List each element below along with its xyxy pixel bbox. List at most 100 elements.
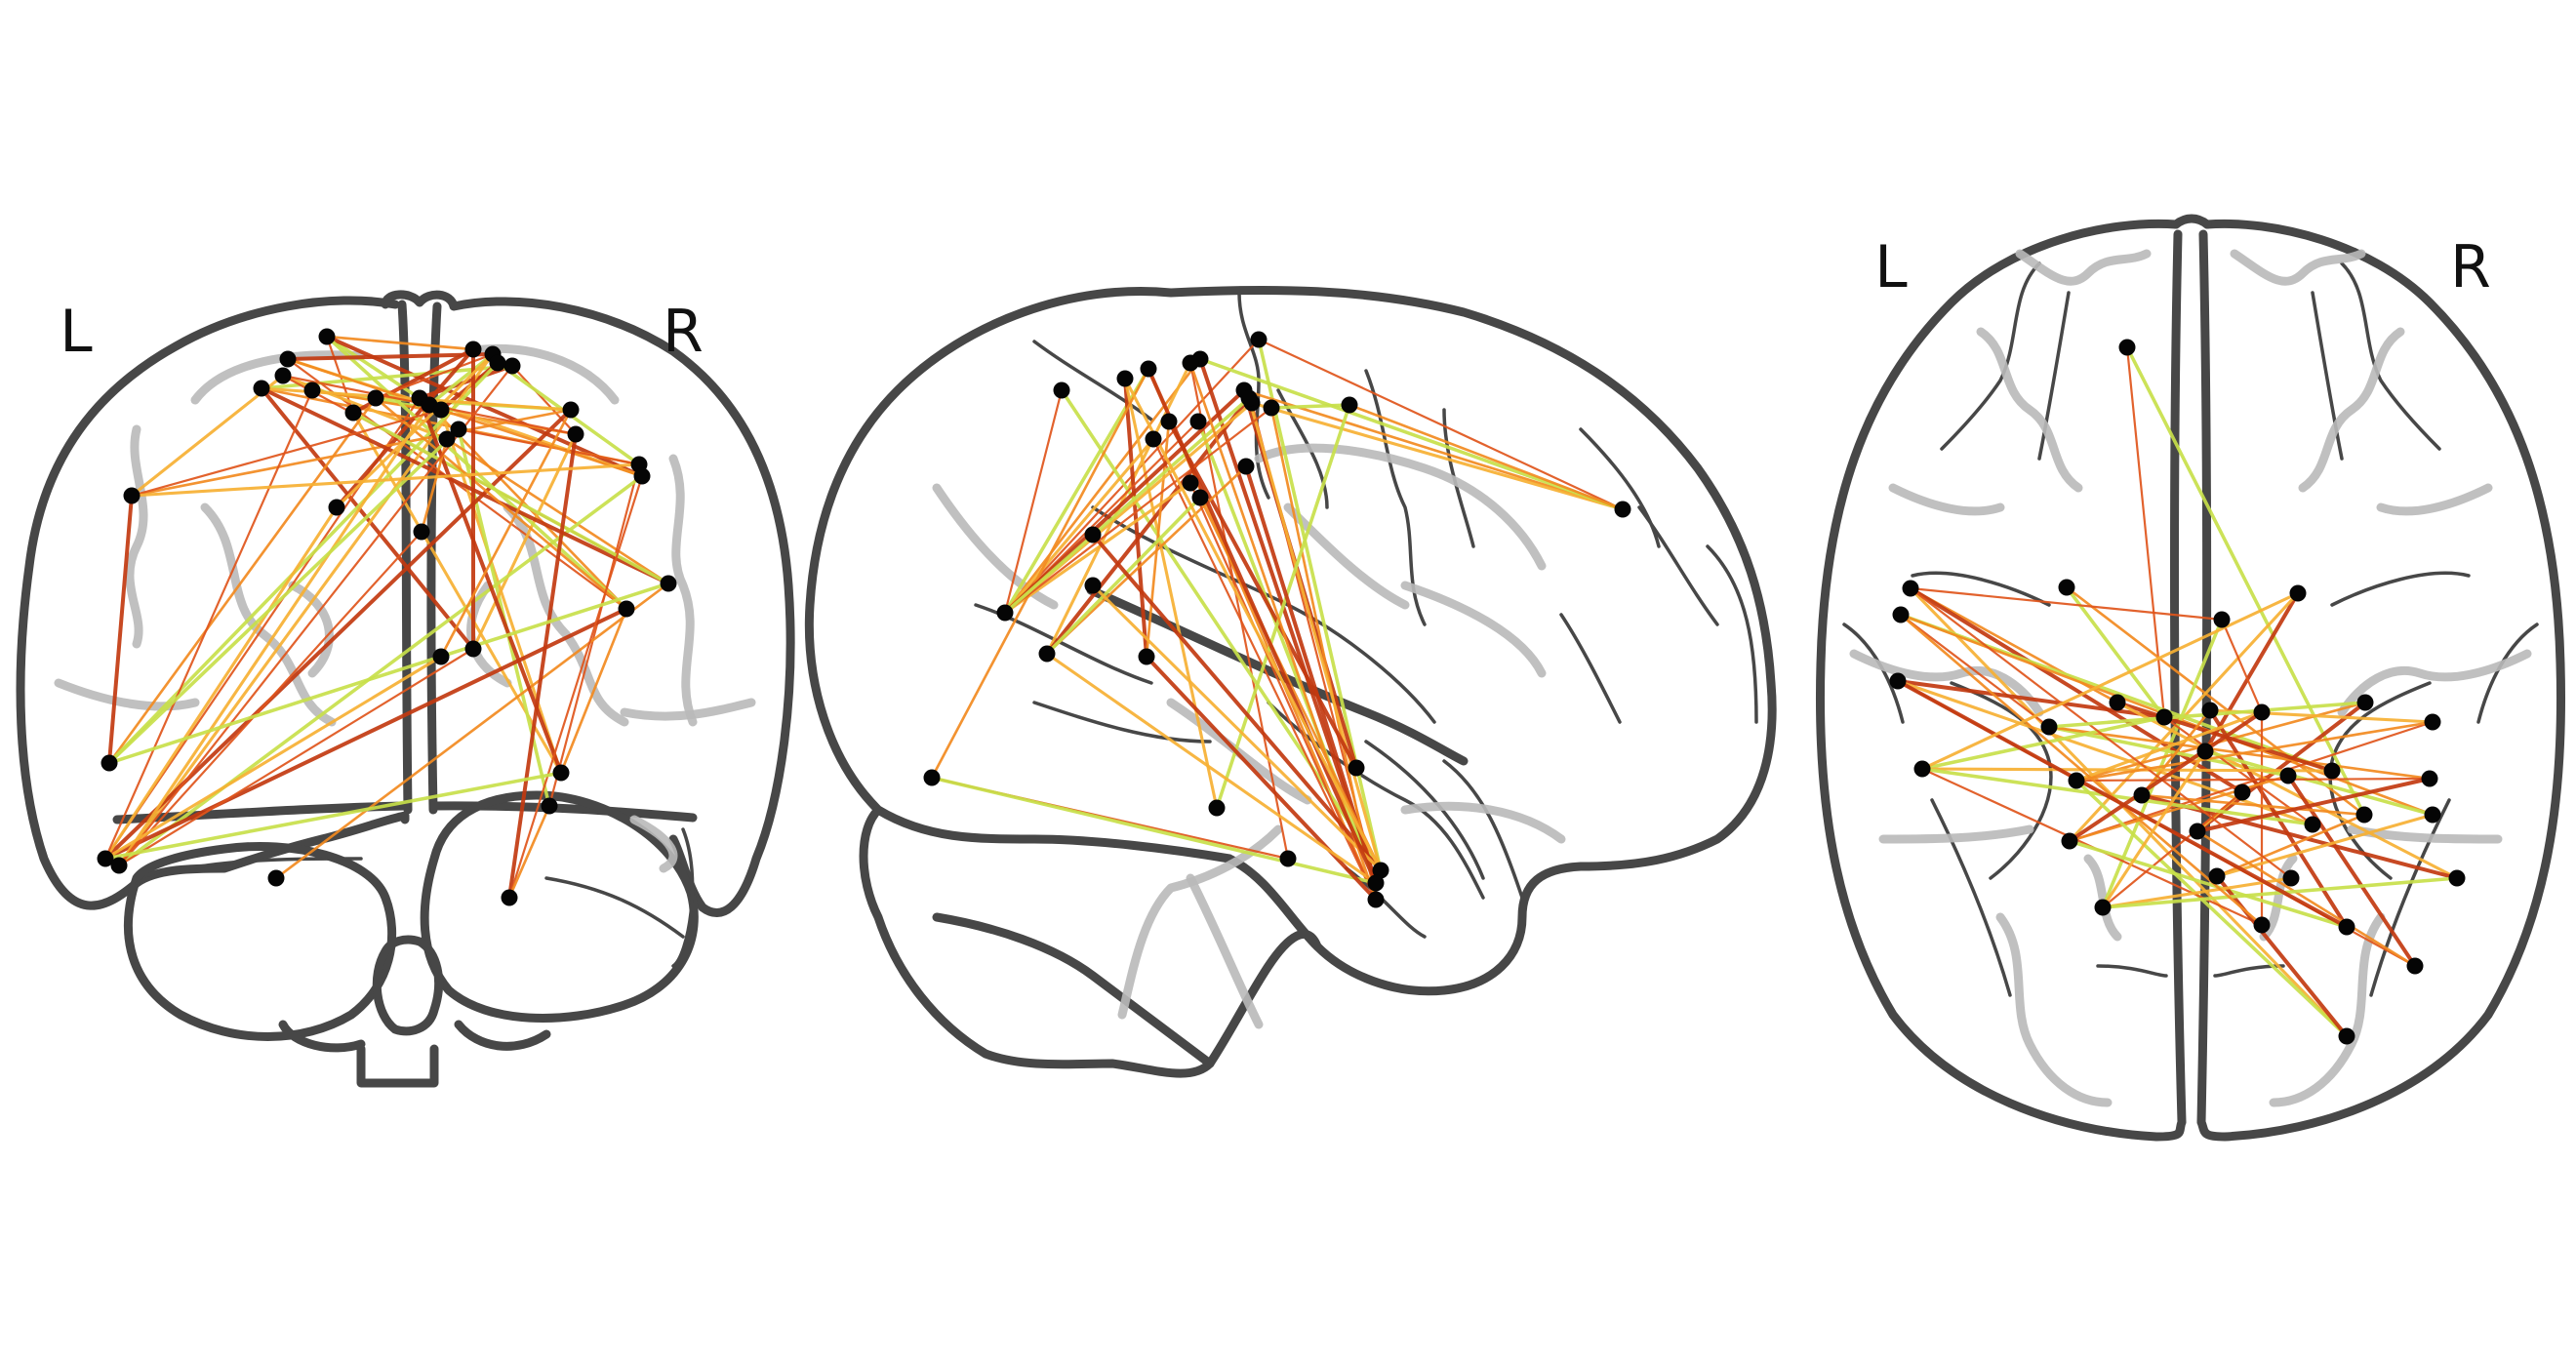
coronal-connection-edge <box>117 530 423 867</box>
axial-node <box>2304 816 2321 833</box>
axial-node <box>1902 580 1919 597</box>
coronal-connections <box>103 335 670 900</box>
sagittal-node <box>1208 799 1226 817</box>
axial-node <box>2323 762 2341 780</box>
coronal-connection-edge <box>117 647 475 867</box>
coronal-connection-edge <box>507 804 551 900</box>
coronal-brain-outline <box>16 290 795 1088</box>
coronal-node <box>432 401 450 419</box>
axial-connection-edge <box>1899 613 2051 729</box>
axial-node <box>1913 760 1931 778</box>
axial-node <box>2213 611 2231 628</box>
sagittal-connection-edge <box>1269 403 1351 410</box>
sagittal-node <box>1160 413 1178 430</box>
coronal-node <box>318 328 336 345</box>
coronal-connection-edge <box>117 352 495 867</box>
axial-connection-edge <box>2101 618 2224 909</box>
axial-node <box>1889 672 1907 690</box>
axial-node <box>2282 869 2300 887</box>
sagittal-connection-edge <box>1123 377 1219 810</box>
axial-connection-edge <box>2140 793 2366 817</box>
coronal-node <box>450 421 467 438</box>
axial-connection-edge <box>1909 586 2349 1038</box>
sagittal-connection-edge <box>1198 357 1625 511</box>
coronal-right-label: R <box>663 298 704 366</box>
sagittal-connection-edge <box>1091 533 1383 872</box>
axial-connection-edge <box>2101 876 2459 909</box>
axial-connection-edge <box>2203 749 2435 817</box>
sagittal-connection-edge <box>1242 388 1625 511</box>
axial-node <box>2118 339 2136 356</box>
coronal-node <box>303 382 321 399</box>
sagittal-connection-edge <box>1003 367 1150 615</box>
coronal-connection-edge <box>103 408 573 861</box>
axial-node <box>2338 1027 2355 1045</box>
coronal-connection-edge <box>325 335 644 478</box>
axial-connection-edge <box>1920 715 2166 771</box>
sagittal-brain-outline <box>804 285 1777 1078</box>
axial-node <box>2189 823 2206 840</box>
axial-connection-edge <box>2195 829 2417 968</box>
axial-node <box>2234 783 2251 801</box>
axial-connection-edge <box>2065 585 2366 817</box>
coronal-connection-edge <box>325 335 628 611</box>
axial-connection-edge <box>2125 345 2366 817</box>
sagittal-connection-edge <box>1269 406 1378 902</box>
sagittal-connection-edge <box>1257 338 1383 872</box>
axial-node <box>2355 806 2373 824</box>
coronal-connection-edge <box>107 396 378 765</box>
axial-connection-edge <box>2125 345 2166 719</box>
coronal-node <box>328 499 345 516</box>
sagittal-connection-edge <box>1003 481 1192 615</box>
coronal-connection-edge <box>130 408 573 498</box>
axial-connection-edge <box>2065 585 2166 719</box>
sagittal-node <box>1263 399 1280 417</box>
sagittal-node <box>1182 474 1199 492</box>
axial-connection-edge <box>1896 679 2166 719</box>
sagittal-node <box>1145 430 1162 448</box>
coronal-node <box>110 857 128 874</box>
coronal-node <box>464 640 482 658</box>
sagittal-connection-edge <box>930 776 1378 885</box>
axial-connection-edge <box>2074 777 2432 783</box>
sagittal-node <box>1084 526 1102 543</box>
coronal-connection-edge <box>374 396 628 611</box>
axial-connection-edge <box>2101 876 2293 909</box>
coronal-node <box>552 764 570 782</box>
axial-connection-edge <box>2074 779 2349 1038</box>
axial-connection-edge <box>2068 774 2290 843</box>
sagittal-node <box>1116 370 1134 387</box>
coronal-node <box>432 648 450 665</box>
axial-connection-edge <box>2068 720 2435 843</box>
coronal-connection-edge <box>103 655 443 861</box>
sagittal-node <box>1182 354 1199 372</box>
coronal-connection-edge <box>286 352 495 361</box>
coronal-connection-edge <box>103 607 628 861</box>
sagittal-connection-edge <box>1257 338 1625 511</box>
coronal-connection-edge <box>103 388 314 861</box>
coronal-connection-edge <box>130 462 641 498</box>
sagittal-node <box>1038 645 1056 663</box>
sagittal-node <box>1138 648 1155 665</box>
axial-connection-edge <box>1909 586 2224 622</box>
sagittal-lateral-sulcus <box>1086 585 1469 766</box>
coronal-left-label: L <box>60 298 93 366</box>
axial-sulci <box>1849 249 2532 1107</box>
sagittal-connection-edge <box>1003 396 1251 615</box>
axial-connection-edge <box>2195 701 2367 833</box>
axial-node <box>2109 694 2126 711</box>
sagittal-connection-edge <box>1250 401 1625 511</box>
coronal-node <box>279 350 297 368</box>
axial-view: L R <box>1815 214 2566 1142</box>
coronal-node <box>253 380 270 397</box>
coronal-node <box>618 600 635 618</box>
axial-connection-edge <box>2215 813 2366 878</box>
coronal-node <box>101 754 118 772</box>
coronal-connection-edge <box>117 364 514 867</box>
coronal-node <box>503 357 521 375</box>
coronal-node <box>413 523 430 541</box>
sagittal-node <box>1341 396 1358 414</box>
sagittal-connection-edge <box>1147 367 1378 885</box>
axial-node <box>2094 899 2112 916</box>
